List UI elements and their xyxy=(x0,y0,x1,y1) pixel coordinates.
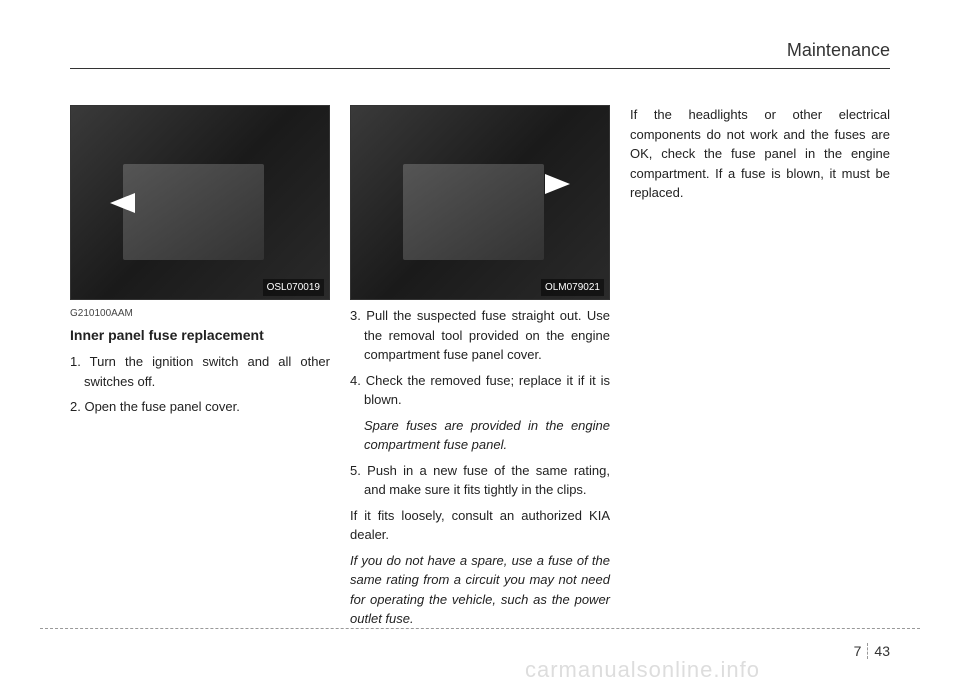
photo-detail xyxy=(123,164,265,261)
column-1: OSL070019 G210100AAM Inner panel fuse re… xyxy=(70,105,330,635)
step-4-note: Spare fuses are provided in the engine c… xyxy=(350,416,610,455)
subheading: Inner panel fuse replacement xyxy=(70,325,330,346)
page-no: 43 xyxy=(874,643,890,659)
step-1: 1. Turn the ignition switch and all othe… xyxy=(70,352,330,391)
headlights-para: If the headlights or other electrical co… xyxy=(630,105,890,203)
photo-label-1: OSL070019 xyxy=(263,279,324,296)
column-2: OLM079021 3. Pull the suspected fuse str… xyxy=(350,105,610,635)
header-rule xyxy=(70,68,890,69)
step-2: 2. Open the fuse panel cover. xyxy=(70,397,330,417)
photo-inner-fuse: OSL070019 xyxy=(70,105,330,300)
reference-code: G210100AAM xyxy=(70,306,330,321)
content-columns: OSL070019 G210100AAM Inner panel fuse re… xyxy=(70,105,890,635)
page-number: 7 43 xyxy=(854,643,890,659)
arrow-icon xyxy=(110,193,135,213)
section-header: Maintenance xyxy=(787,40,890,61)
spare-note: If you do not have a spare, use a fuse o… xyxy=(350,551,610,629)
section-number: 7 xyxy=(854,643,869,659)
photo-label-2: OLM079021 xyxy=(541,279,604,296)
photo-engine-fuse: OLM079021 xyxy=(350,105,610,300)
column-3: If the headlights or other electrical co… xyxy=(630,105,890,635)
step-4: 4. Check the removed fuse; replace it if… xyxy=(350,371,610,410)
loose-note: If it fits loosely, consult an authorize… xyxy=(350,506,610,545)
step-3: 3. Pull the suspected fuse straight out.… xyxy=(350,306,610,365)
step-5: 5. Push in a new fuse of the same rating… xyxy=(350,461,610,500)
arrow-icon xyxy=(545,174,570,194)
photo-detail xyxy=(403,164,545,261)
watermark: carmanualsonline.info xyxy=(525,657,760,683)
footer-rule xyxy=(40,628,920,629)
